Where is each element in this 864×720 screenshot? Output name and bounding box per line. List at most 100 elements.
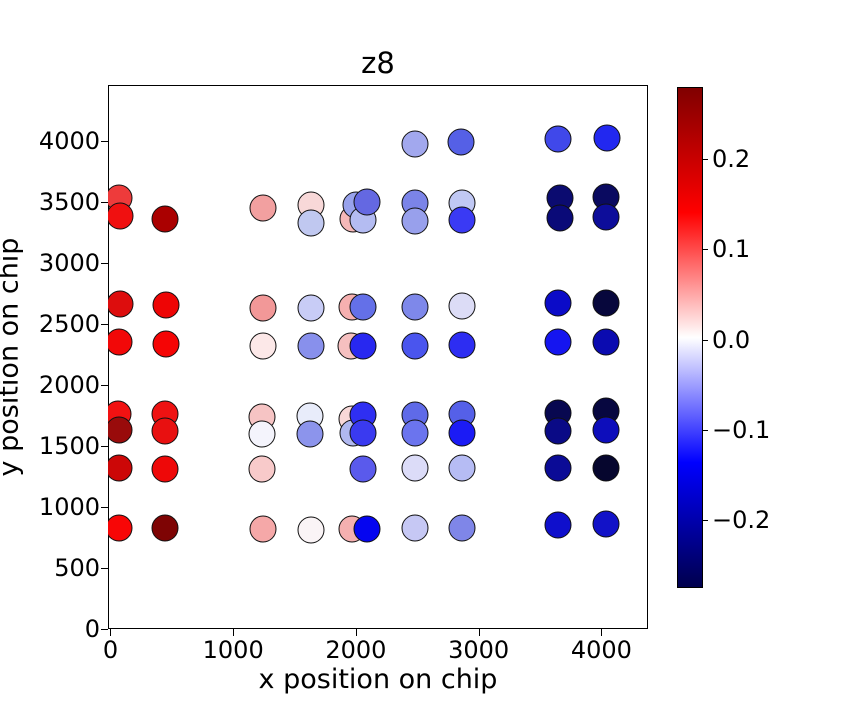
- scatter-point: [297, 209, 325, 237]
- scatter-point: [544, 328, 572, 356]
- scatter-point: [151, 455, 179, 483]
- x-tick-mark: [110, 629, 112, 636]
- scatter-point: [592, 289, 620, 317]
- colorbar-tick-label: 0.1: [712, 235, 751, 264]
- x-tick-mark: [601, 629, 603, 636]
- colorbar-tick-mark: [703, 430, 708, 432]
- scatter-point: [592, 454, 620, 482]
- y-tick-label: 1000: [38, 492, 100, 521]
- scatter-point: [249, 294, 277, 322]
- scatter-point: [448, 454, 476, 482]
- scatter-point: [151, 514, 179, 542]
- scatter-point: [108, 416, 133, 444]
- scatter-point: [448, 292, 476, 320]
- scatter-point: [544, 511, 572, 539]
- colorbar-tick-label: −0.2: [712, 506, 771, 535]
- colorbar-tick-label: 0.2: [712, 145, 751, 174]
- scatter-point: [592, 328, 620, 356]
- x-tick-label: 1000: [202, 636, 264, 664]
- scatter-point: [108, 454, 133, 482]
- scatter-point: [544, 417, 572, 445]
- scatter-point: [448, 206, 476, 234]
- colorbar-tick-label: −0.1: [712, 416, 771, 445]
- y-tick-mark: [101, 384, 108, 386]
- scatter-point: [108, 202, 134, 230]
- x-tick-label: 0: [102, 636, 119, 664]
- y-tick-label: 2000: [38, 370, 100, 399]
- y-tick-mark: [101, 506, 108, 508]
- y-tick-label: 0: [84, 615, 100, 643]
- scatter-point: [448, 331, 476, 359]
- x-tick-mark: [478, 629, 480, 636]
- x-tick-mark: [233, 629, 235, 636]
- y-tick-mark: [101, 140, 108, 142]
- y-tick-mark: [101, 262, 108, 264]
- scatter-point: [353, 515, 381, 543]
- colorbar-tick-mark: [703, 249, 708, 251]
- x-tick-mark: [355, 629, 357, 636]
- y-tick-mark: [101, 629, 108, 630]
- scatter-point: [152, 291, 180, 319]
- y-tick-label: 3000: [38, 248, 100, 277]
- colorbar-tick-mark: [703, 520, 708, 522]
- scatter-point: [592, 510, 620, 538]
- scatter-point: [447, 128, 475, 156]
- scatter-point: [546, 204, 573, 232]
- x-axis-label: x position on chip: [258, 664, 498, 695]
- scatter-point: [544, 125, 572, 153]
- plot-title: z8: [361, 46, 395, 80]
- scatter-point: [401, 332, 429, 360]
- y-tick-mark: [101, 445, 108, 447]
- scatter-point: [108, 328, 133, 356]
- scatter-point: [349, 332, 377, 360]
- scatter-point: [401, 419, 429, 447]
- scatter-point: [349, 293, 377, 321]
- scatter-point: [151, 417, 179, 445]
- y-tick-label: 4000: [38, 126, 100, 155]
- scatter-point: [544, 289, 572, 317]
- scatter-point: [593, 124, 621, 152]
- scatter-point: [296, 420, 324, 448]
- scatter-point: [592, 203, 620, 231]
- y-tick-mark: [101, 201, 108, 203]
- y-tick-mark: [101, 323, 108, 325]
- scatter-point: [448, 514, 476, 542]
- scatter-point: [349, 419, 377, 447]
- scatter-point: [248, 455, 276, 483]
- scatter-point: [544, 454, 572, 482]
- scatter-point: [592, 416, 620, 444]
- scatter-point: [152, 330, 180, 358]
- scatter-point: [297, 294, 325, 322]
- colorbar-tick-label: 0.0: [712, 325, 751, 354]
- scatter-point: [249, 194, 277, 222]
- y-tick-label: 2500: [38, 309, 100, 338]
- y-axis-label-text: y position on chip: [0, 237, 25, 477]
- x-tick-label: 3000: [448, 636, 510, 664]
- scatter-point: [349, 455, 377, 483]
- scatter-point: [401, 293, 429, 321]
- colorbar: [677, 87, 703, 588]
- y-tick-label: 1500: [38, 431, 100, 460]
- scatter-point: [401, 454, 429, 482]
- scatter-point: [401, 130, 429, 158]
- scatter-layer: [108, 85, 648, 629]
- scatter-point: [151, 205, 179, 233]
- colorbar-tick-mark: [703, 339, 708, 341]
- scatter-point: [401, 514, 429, 542]
- scatter-point: [297, 516, 325, 544]
- scatter-point: [108, 514, 133, 542]
- scatter-point: [248, 420, 276, 448]
- y-tick-label: 3500: [38, 187, 100, 216]
- y-tick-label: 500: [54, 553, 100, 582]
- colorbar-tick-mark: [703, 159, 708, 161]
- y-tick-mark: [101, 567, 108, 569]
- scatter-point: [353, 188, 381, 216]
- scatter-point: [249, 515, 277, 543]
- x-tick-label: 4000: [570, 636, 632, 664]
- scatter-point: [401, 207, 429, 235]
- x-tick-label: 2000: [325, 636, 387, 664]
- scatter-point: [249, 332, 277, 360]
- scatter-point: [448, 419, 476, 447]
- scatter-point: [108, 290, 134, 318]
